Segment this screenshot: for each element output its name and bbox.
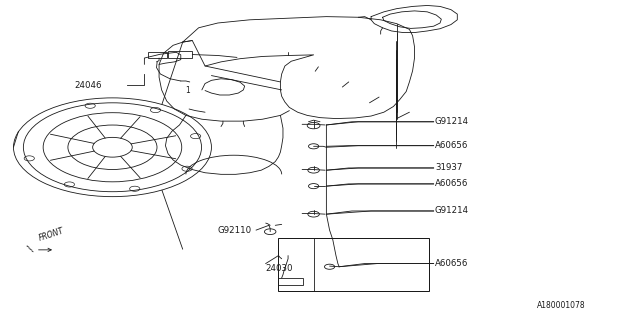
Text: A60656: A60656 (435, 259, 468, 268)
Text: G92110: G92110 (218, 226, 252, 235)
Text: 24046: 24046 (74, 81, 102, 90)
Text: A180001078: A180001078 (537, 301, 586, 310)
Text: 24030: 24030 (266, 264, 293, 273)
Text: A60656: A60656 (435, 180, 468, 188)
Text: 1: 1 (185, 86, 189, 95)
Text: G91214: G91214 (435, 206, 469, 215)
Text: 31937: 31937 (435, 164, 462, 172)
Text: FRONT: FRONT (38, 226, 65, 243)
Text: A60656: A60656 (435, 141, 468, 150)
Text: G91214: G91214 (435, 117, 469, 126)
Text: /: / (26, 245, 36, 252)
